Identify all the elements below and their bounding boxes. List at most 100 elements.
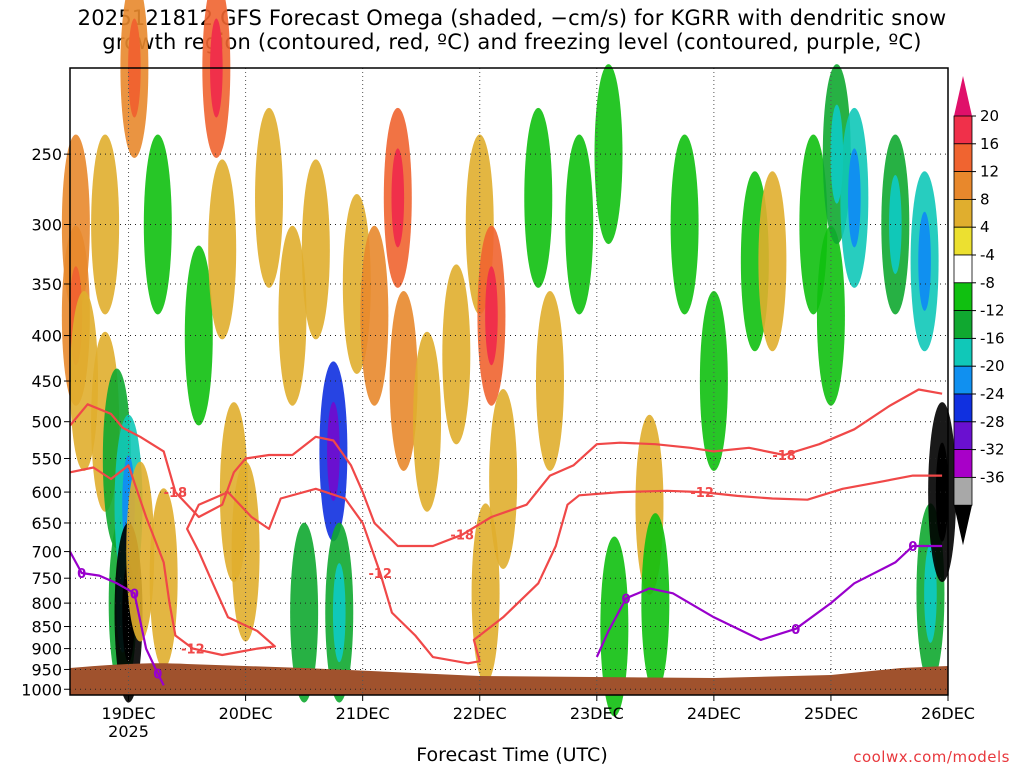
omega-cell: [524, 107, 553, 288]
colorbar-band: [953, 254, 973, 284]
omega-cell: [290, 522, 319, 703]
colorbar-band: [953, 198, 973, 228]
omega-cell: [565, 134, 594, 315]
omega-cell: [758, 171, 787, 352]
colorbar-band: [953, 282, 973, 311]
colorbar-label: -32: [980, 441, 1005, 459]
omega-cell: [184, 245, 213, 426]
colorbar-band: [953, 476, 973, 506]
y-tick-label: 800: [31, 594, 62, 613]
colorbar-label: -12: [980, 302, 1005, 320]
omega-cell: [471, 503, 500, 684]
colorbar-band: [953, 115, 973, 145]
omega-cell: [208, 159, 237, 340]
colorbar-label: -36: [980, 468, 1005, 486]
x-tick-label: 23DEC: [570, 704, 624, 723]
y-tick-label: 700: [31, 543, 62, 562]
x-tick-label: 24DEC: [687, 704, 741, 723]
omega-cell: [389, 291, 418, 472]
y-tick-label: 450: [31, 372, 62, 391]
contour-label: -12: [368, 567, 392, 582]
site-credit: coolwx.com/models: [853, 748, 1010, 766]
y-tick-label: 900: [31, 640, 62, 659]
omega-cell: [360, 225, 389, 406]
omega-core: [830, 104, 844, 204]
omega-cell: [816, 225, 845, 406]
contour-label: 0: [130, 587, 139, 602]
colorbar-label: -16: [980, 329, 1005, 347]
contour-label: -12: [690, 486, 714, 501]
contour-label: 0: [153, 667, 162, 682]
contour-dgz: [69, 388, 943, 548]
omega-core: [848, 148, 861, 248]
omega-core: [332, 563, 346, 663]
y-tick-label: 750: [31, 569, 62, 588]
omega-core: [935, 442, 949, 542]
contour-freezing: [69, 551, 165, 686]
omega-shading: [61, 0, 957, 717]
colorbar-bottom-arrow: [954, 505, 972, 546]
x-tick-label: 25DEC: [804, 704, 858, 723]
y-tick-label: 250: [31, 145, 62, 164]
colorbar-label: 20: [980, 107, 999, 125]
omega-cell: [143, 134, 172, 315]
colorbar-label: 16: [980, 135, 999, 153]
y-tick-label: 400: [31, 327, 62, 346]
colorbar-label: 4: [980, 218, 990, 236]
y-tick-label: 350: [31, 275, 62, 294]
omega-cell: [255, 107, 284, 288]
y-tick-label: 550: [31, 449, 62, 468]
contour-dgz: [69, 464, 943, 665]
contour-label: 0: [791, 623, 800, 638]
x-tick-label: 20DEC: [219, 704, 273, 723]
terrain-fill: [70, 663, 948, 695]
omega-core: [391, 148, 405, 248]
y-axis: 250 300 350 400 450 500 550 600 650 700 750 800 850 9…: [21, 145, 70, 699]
y-tick-label: 600: [31, 483, 62, 502]
colorbar-band: [953, 449, 973, 478]
x-tick-label: 22DEC: [453, 704, 507, 723]
omega-cell: [600, 536, 629, 717]
omega-cell: [70, 291, 99, 472]
contour-label: 0: [77, 567, 86, 582]
omega-cell: [535, 291, 564, 472]
colorbar-label: -8: [980, 274, 995, 292]
omega-core: [918, 211, 931, 311]
omega-core: [485, 266, 498, 366]
omega-core: [924, 543, 937, 643]
omega-core: [327, 401, 340, 501]
omega-cell: [594, 64, 623, 245]
colorbar-label: 12: [980, 163, 999, 181]
y-tick-label: 950: [31, 660, 62, 679]
omega-cell: [149, 488, 178, 669]
y-tick-label: 500: [31, 413, 62, 432]
colorbar: 20 16 12 8 4 -4 -8 -12 -16 -20 -24 -28 -32 -36: [953, 76, 1005, 546]
omega-cell: [670, 134, 699, 315]
colorbar-band: [953, 226, 973, 256]
colorbar-band: [953, 310, 973, 339]
contour-label: 0: [622, 592, 631, 607]
x-axis-label: Forecast Time (UTC): [416, 744, 608, 766]
colorbar-label: 8: [980, 190, 990, 208]
colorbar-label: -4: [980, 246, 995, 264]
x-tick-label: 21DEC: [336, 704, 390, 723]
colorbar-band: [953, 393, 973, 423]
x-tick-sublabel: 2025: [108, 722, 149, 741]
contour-label: -18: [772, 449, 796, 464]
contour-label: 0: [908, 540, 917, 555]
x-tick-label: 26DEC: [921, 704, 975, 723]
omega-cell: [489, 388, 518, 569]
x-tick-label: 19DEC: [102, 704, 156, 723]
omega-cell: [413, 331, 442, 512]
colorbar-band: [953, 171, 973, 200]
colorbar-label: -20: [980, 357, 1005, 375]
colorbar-band: [953, 143, 973, 173]
contour-label: -18: [164, 486, 188, 501]
omega-cell: [301, 159, 330, 340]
omega-cell: [278, 225, 307, 406]
colorbar-label: -28: [980, 413, 1005, 431]
title-line-2: growth region (contoured, red, ºC) and f…: [102, 30, 922, 54]
colorbar-band: [953, 337, 973, 367]
